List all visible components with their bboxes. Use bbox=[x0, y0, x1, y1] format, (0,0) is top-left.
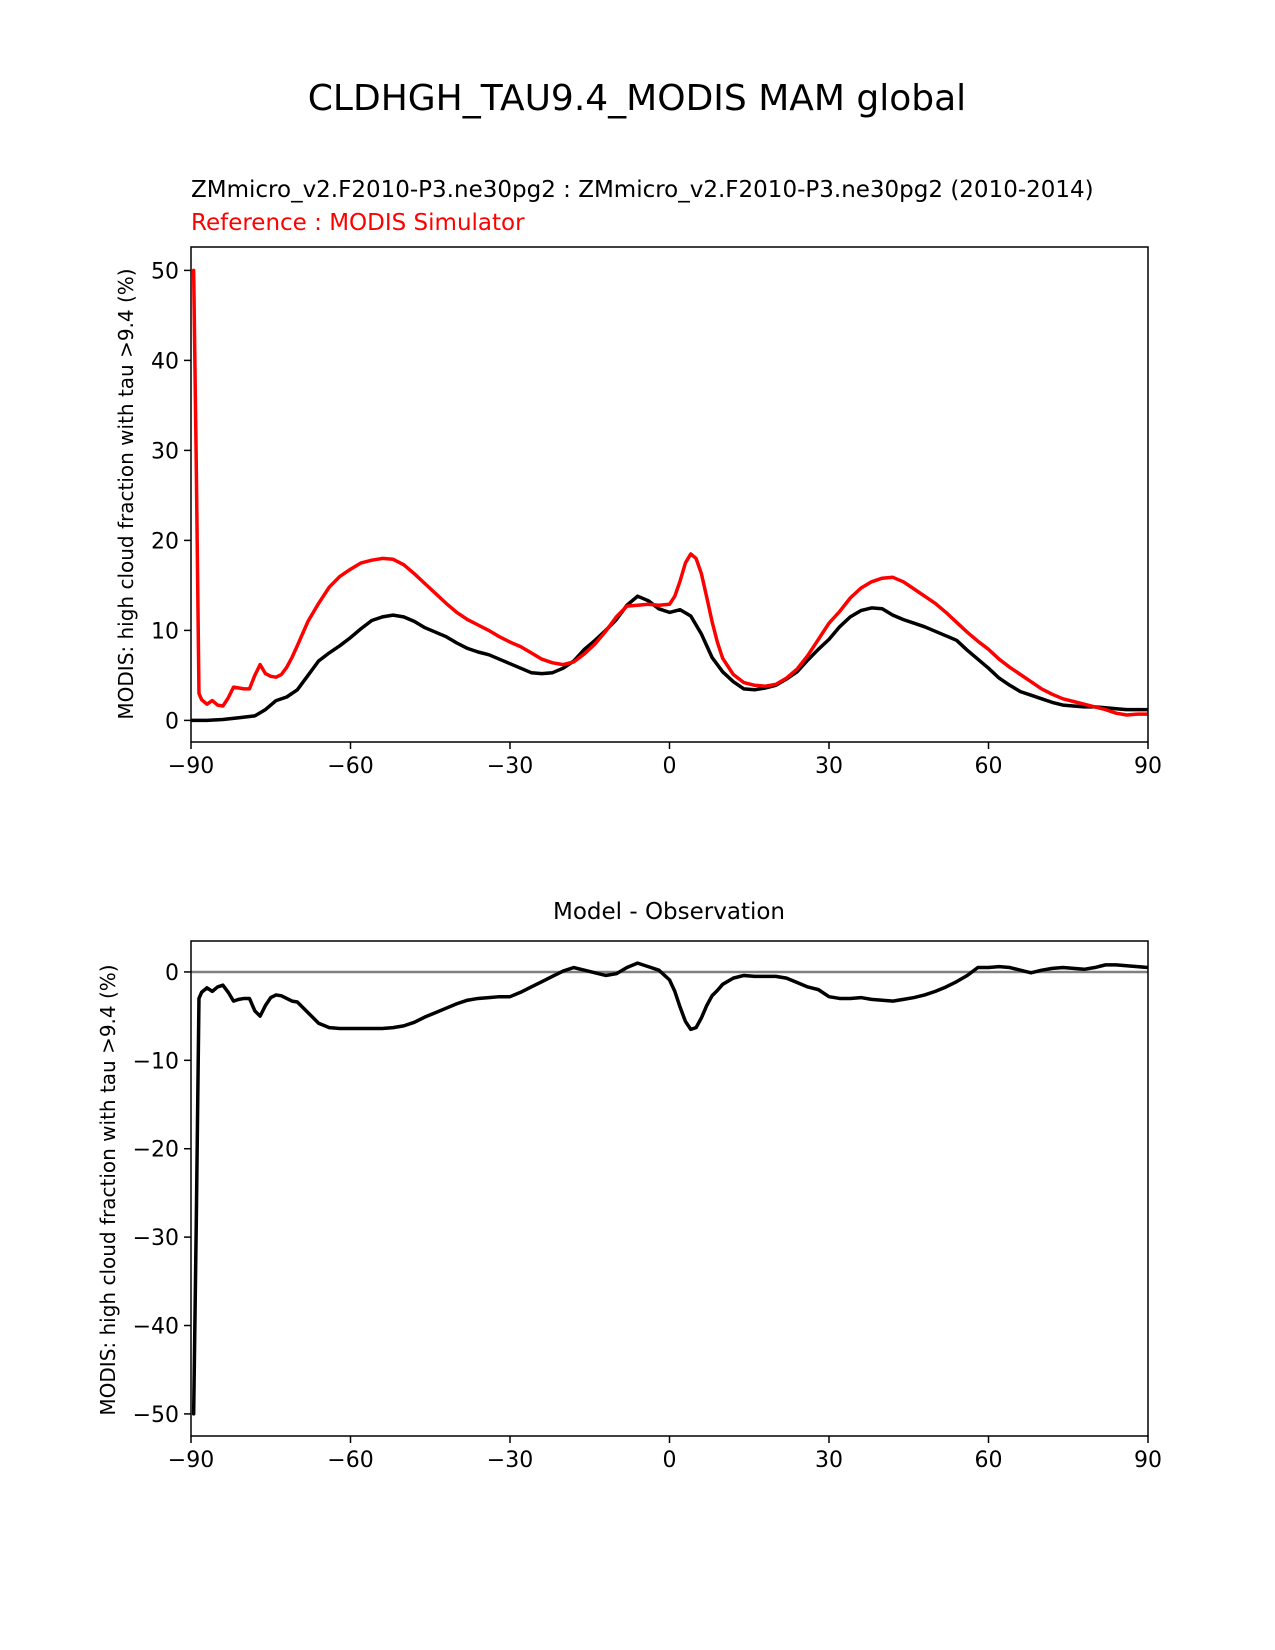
bottom-xtick-label: 60 bbox=[975, 1448, 1003, 1473]
top-series-line-1 bbox=[191, 268, 1148, 717]
bottom-series-line-0 bbox=[191, 961, 1148, 1416]
top-xtick-label: −90 bbox=[168, 754, 214, 779]
top-ytick-label: 30 bbox=[151, 439, 179, 464]
top-xtick-label: −30 bbox=[487, 754, 533, 779]
top-xtick-label: 30 bbox=[815, 754, 843, 779]
bottom-chart-title: Model - Observation bbox=[553, 899, 785, 925]
top-xtick-label: 90 bbox=[1134, 754, 1162, 779]
top-chart-panel: ZMmicro_v2.F2010-P3.ne30pg2 : ZMmicro_v2… bbox=[114, 177, 1162, 779]
bottom-ytick-label: −50 bbox=[133, 1403, 179, 1428]
bottom-xtick-label: −30 bbox=[487, 1448, 533, 1473]
bottom-xtick-label: 0 bbox=[663, 1448, 677, 1473]
top-ytick-label: 0 bbox=[165, 709, 179, 734]
bottom-ytick-label: −30 bbox=[133, 1226, 179, 1251]
top-chart-title-line1: ZMmicro_v2.F2010-P3.ne30pg2 : ZMmicro_v2… bbox=[191, 177, 1094, 203]
top-ytick-label: 20 bbox=[151, 529, 179, 554]
bottom-ytick-label: −20 bbox=[133, 1138, 179, 1163]
top-chart-ylabel: MODIS: high cloud fraction with tau >9.4… bbox=[114, 268, 138, 719]
top-xtick-label: 60 bbox=[975, 754, 1003, 779]
top-xtick-label: 0 bbox=[663, 754, 677, 779]
bottom-xtick-label: −60 bbox=[327, 1448, 373, 1473]
top-ytick-label: 50 bbox=[151, 259, 179, 284]
top-plot-area: −90 −60 −30 0 30 60 90 0 10 20 30 40 50 bbox=[151, 246, 1162, 779]
top-xtick-label: −60 bbox=[327, 754, 373, 779]
bottom-ytick-label: −40 bbox=[133, 1315, 179, 1340]
bottom-xtick-label: 90 bbox=[1134, 1448, 1162, 1473]
bottom-axes-frame bbox=[190, 940, 1149, 1437]
top-ytick-label: 10 bbox=[151, 619, 179, 644]
bottom-chart-ylabel: MODIS: high cloud fraction with tau >9.4… bbox=[96, 964, 120, 1415]
bottom-ytick-label: −10 bbox=[133, 1049, 179, 1074]
top-series-line-0 bbox=[191, 594, 1148, 723]
bottom-xtick-label: −90 bbox=[168, 1448, 214, 1473]
bottom-xtick-label: 30 bbox=[815, 1448, 843, 1473]
bottom-chart-panel: Model - Observation MODIS: high cloud fr… bbox=[96, 899, 1162, 1473]
figure-suptitle: CLDHGH_TAU9.4_MODIS MAM global bbox=[308, 78, 966, 119]
bottom-plot-area: −90 −60 −30 0 30 60 90 0 −10 −20 −30 −40 −50 bbox=[133, 940, 1162, 1473]
top-axes-frame bbox=[190, 246, 1149, 743]
top-ytick-label: 40 bbox=[151, 349, 179, 374]
bottom-ytick-label: 0 bbox=[165, 961, 179, 986]
top-chart-title-line2: Reference : MODIS Simulator bbox=[191, 210, 525, 236]
